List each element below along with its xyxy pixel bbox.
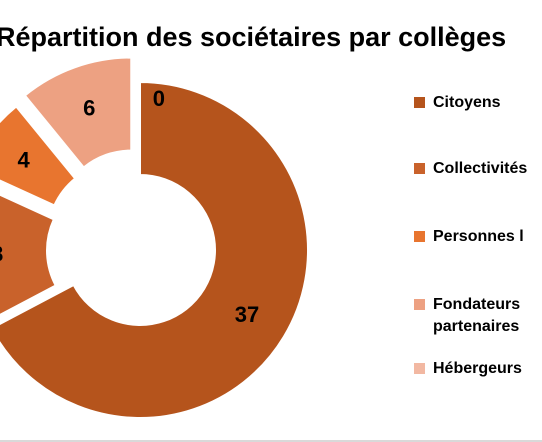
- legend-swatch-personnes: [414, 231, 425, 242]
- legend-swatch-collectivites: [414, 163, 425, 174]
- value-label-collectivites: 8: [0, 242, 3, 267]
- value-label-hebergeurs: 0: [153, 86, 165, 111]
- legend-swatch-fondateurs: [414, 299, 425, 310]
- value-label-citoyens: 37: [235, 302, 259, 327]
- legend-swatch-hebergeurs: [414, 363, 425, 374]
- legend-label-citoyens: Citoyens: [433, 94, 501, 111]
- slice-fondateurs: [23, 56, 133, 169]
- slice-citoyens: [0, 80, 309, 419]
- legend-label-personnes: Personnes l: [433, 228, 524, 245]
- slice-personnes: [0, 105, 77, 207]
- legend-label-partenaires: partenaires: [433, 318, 520, 335]
- legend-swatch-citoyens: [414, 97, 425, 108]
- slice-collectivites: [0, 193, 58, 317]
- legend-label-collectivites: Collectivités: [433, 160, 528, 177]
- legend-label-hebergeurs: Hébergeurs: [433, 360, 522, 377]
- legend-label-fondateurs: Fondateurs: [433, 296, 521, 313]
- value-label-fondateurs: 6: [83, 95, 95, 120]
- value-label-personnes: 4: [17, 148, 30, 173]
- chart-title: Répartition des sociétaires par collèges: [0, 22, 507, 52]
